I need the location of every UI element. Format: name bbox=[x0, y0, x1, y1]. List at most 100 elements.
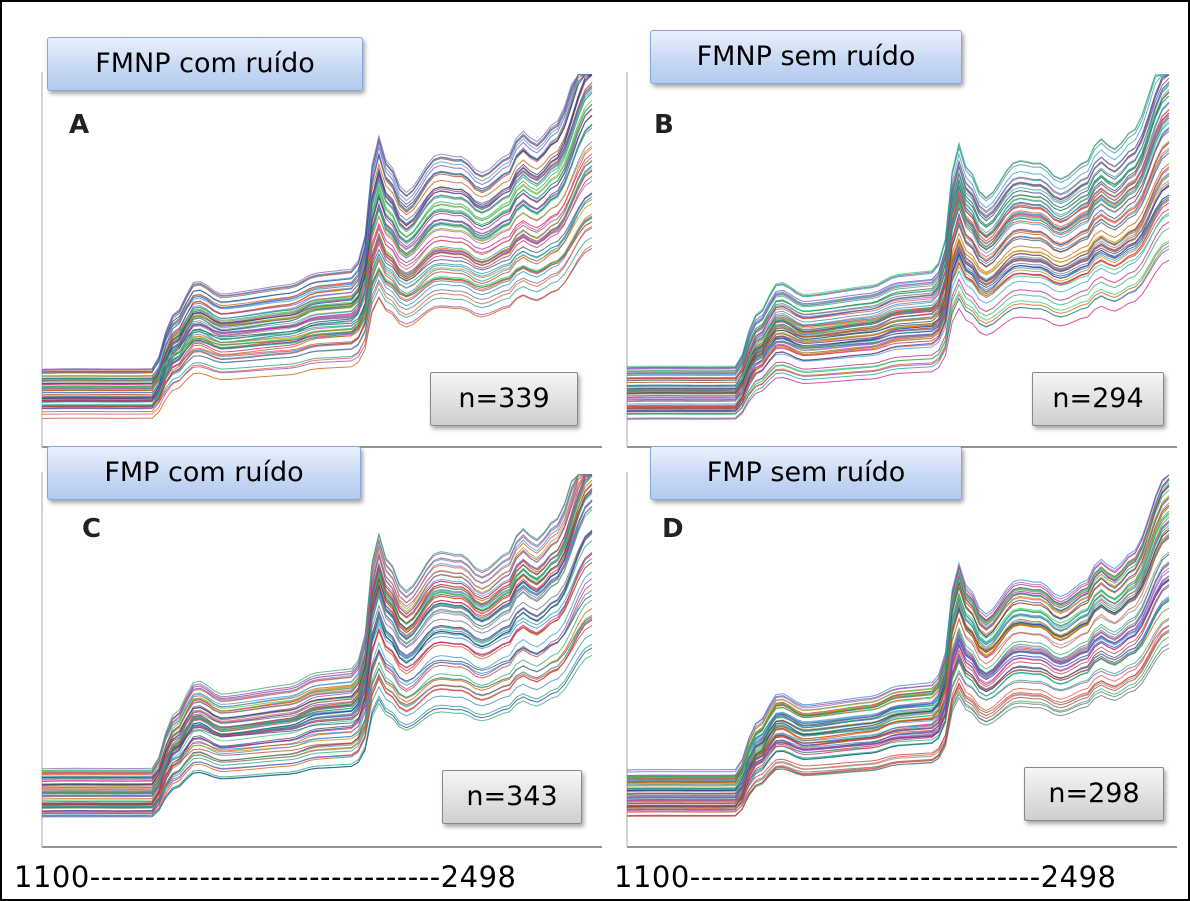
panel-title: FMP sem ruído bbox=[650, 446, 962, 500]
spectrum-line bbox=[41, 74, 593, 374]
spectrum-line bbox=[626, 533, 1170, 787]
spectrum-line bbox=[41, 558, 593, 777]
spectrum-line bbox=[41, 532, 593, 797]
spectrum-line bbox=[41, 82, 593, 388]
spectrum-line bbox=[41, 114, 593, 409]
spectrum-line bbox=[626, 619, 1170, 813]
spectrum-line bbox=[626, 259, 1170, 420]
spectrum-line bbox=[626, 495, 1170, 779]
spectrum-line bbox=[626, 85, 1170, 372]
spectrum-line bbox=[41, 474, 592, 771]
panel-title: FMP com ruído bbox=[47, 446, 361, 500]
spectrum-line bbox=[626, 479, 1170, 782]
x-axis-label: 1100--------------------------------2498 bbox=[614, 860, 1117, 894]
spectrum-line bbox=[626, 478, 1170, 801]
spectrum-line bbox=[626, 198, 1170, 393]
spectrum-line bbox=[41, 103, 593, 388]
spectrum-line bbox=[626, 516, 1170, 804]
spectrum-line bbox=[626, 74, 1170, 369]
spectrum-line bbox=[626, 194, 1170, 387]
spectrum-line bbox=[626, 91, 1170, 402]
spectrum-line bbox=[41, 499, 593, 795]
spectrum-line bbox=[626, 489, 1170, 783]
spectrum-line bbox=[41, 474, 592, 806]
spectrum-line bbox=[41, 124, 593, 406]
spectrum-line bbox=[41, 141, 593, 389]
spectrum-line bbox=[41, 552, 593, 805]
spectrum-line bbox=[626, 74, 1169, 367]
spectrum-line bbox=[41, 180, 593, 377]
spectrum-line bbox=[41, 493, 593, 772]
spectrum-line bbox=[41, 196, 593, 408]
spectrum-line bbox=[626, 630, 1170, 811]
panel-letter: C bbox=[82, 514, 102, 544]
spectrum-line bbox=[626, 152, 1170, 394]
spectrum-line bbox=[41, 474, 593, 807]
spectrum-line bbox=[41, 215, 593, 398]
spectrum-line bbox=[626, 184, 1170, 412]
spectrum-line bbox=[41, 500, 593, 793]
spectrum-line bbox=[626, 117, 1170, 386]
spectrum-line bbox=[626, 109, 1170, 380]
spectrum-line bbox=[626, 147, 1170, 379]
spectrum-line bbox=[626, 551, 1170, 777]
spectrum-line bbox=[626, 163, 1170, 395]
spectrum-line bbox=[626, 185, 1170, 390]
spectrum-line bbox=[626, 579, 1170, 791]
x-axis-label: 1100--------------------------------2498 bbox=[14, 860, 517, 894]
spectrum-line bbox=[41, 124, 593, 398]
spectrum-line bbox=[626, 112, 1170, 397]
spectrum-line bbox=[41, 594, 593, 778]
spectrum-line bbox=[626, 474, 1170, 773]
spectrum-line bbox=[626, 504, 1170, 780]
panel-letter: A bbox=[69, 110, 90, 140]
spectrum-line bbox=[41, 474, 592, 797]
spectrum-line bbox=[627, 607, 1170, 784]
spectrum-line bbox=[626, 510, 1170, 789]
spectrum-line bbox=[626, 202, 1170, 401]
spectrum-line bbox=[626, 599, 1170, 805]
spectrum-line bbox=[41, 217, 593, 387]
spectrum-line bbox=[41, 616, 593, 789]
spectrum-line bbox=[626, 529, 1170, 789]
spectrum-line bbox=[626, 577, 1170, 801]
spectrum-line bbox=[41, 218, 593, 382]
spectrum-line bbox=[626, 617, 1170, 792]
spectrum-line bbox=[41, 153, 593, 386]
spectrum-line bbox=[626, 221, 1170, 413]
spectrum-line bbox=[41, 92, 593, 399]
spectrum-line bbox=[41, 213, 593, 397]
spectrum-line bbox=[41, 643, 593, 816]
spectrum-line bbox=[626, 83, 1170, 407]
spectrum-line bbox=[626, 484, 1170, 808]
spectrum-line bbox=[41, 90, 593, 373]
spectrum-line bbox=[626, 631, 1170, 817]
spectrum-line bbox=[626, 478, 1170, 798]
spectrum-line bbox=[626, 575, 1170, 807]
panel-letter: B bbox=[654, 110, 674, 140]
spectrum-line bbox=[41, 540, 593, 791]
spectrum-line bbox=[626, 580, 1170, 781]
spectrum-line bbox=[41, 474, 593, 773]
spectrum-line bbox=[41, 488, 593, 789]
panel-letter: D bbox=[662, 514, 684, 544]
spectrum-line bbox=[626, 140, 1170, 393]
spectrum-line bbox=[626, 77, 1170, 370]
spectrum-line bbox=[41, 474, 592, 776]
spectrum-line bbox=[626, 570, 1170, 797]
spectrum-line bbox=[626, 529, 1170, 790]
spectrum-line bbox=[41, 474, 593, 782]
spectrum-line bbox=[41, 647, 593, 818]
spectrum-line bbox=[41, 87, 593, 389]
spectrum-line bbox=[626, 180, 1170, 379]
spectrum-line bbox=[626, 130, 1170, 384]
spectrum-line bbox=[41, 529, 593, 780]
spectrum-line bbox=[41, 145, 593, 378]
spectrum-line bbox=[41, 123, 593, 403]
sample-count: n=343 bbox=[442, 770, 582, 824]
spectrum-line bbox=[626, 74, 1169, 376]
spectrum-line bbox=[626, 212, 1170, 405]
spectrum-line bbox=[41, 553, 593, 809]
